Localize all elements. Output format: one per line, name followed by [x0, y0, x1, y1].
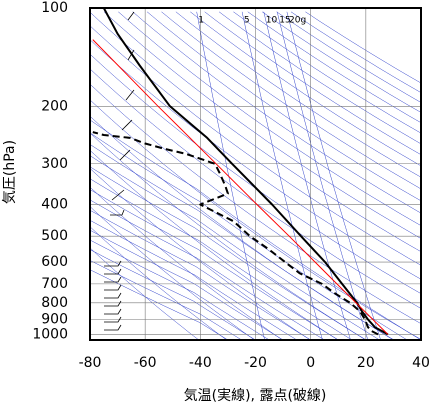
moist-adiabat: [90, 132, 408, 340]
x-tick-label: -60: [134, 355, 157, 371]
y-tick-label: 900: [41, 312, 68, 328]
dry-adiabat: [276, 11, 421, 103]
dry-adiabat: [247, 11, 421, 124]
moist-adiabat: [90, 219, 298, 340]
moist-adiabat: [90, 260, 242, 340]
moist-adiabat: [90, 178, 353, 340]
moist-adiabat: [90, 209, 311, 340]
dry-adiabat: [90, 53, 421, 294]
y-tick-label: 200: [41, 98, 68, 114]
x-tick-label: 0: [306, 355, 315, 371]
dry-adiabat: [90, 206, 255, 340]
dry-adiabat: [90, 83, 421, 324]
dry-adiabat: [290, 11, 421, 93]
dry-adiabat: [90, 25, 421, 266]
moist-adiabat: [90, 249, 256, 340]
plot-data: [92, 8, 389, 336]
dry-adiabat: [90, 11, 421, 252]
dry-adiabat: [262, 11, 421, 113]
dry-adiabat: [146, 11, 421, 202]
profile-line: [92, 39, 389, 335]
mixing-ratio-label: 15: [279, 16, 290, 26]
mixing-ratio-line: [276, 11, 369, 340]
dry-adiabat: [90, 39, 421, 280]
dry-adiabat: [218, 11, 421, 145]
y-tick-label: 700: [41, 276, 68, 292]
dry-adiabat: [90, 132, 367, 340]
dry-adiabat: [175, 11, 421, 178]
dry-adiabat: [90, 186, 283, 340]
moist-adiabat: [90, 155, 380, 340]
y-tick-label: 600: [41, 254, 68, 270]
mixing-ratio-label: 5: [244, 16, 250, 26]
mixing-ratio-label: 20g: [289, 16, 306, 26]
dry-adiabat: [132, 11, 421, 214]
dry-adiabat: [90, 99, 421, 340]
profile-line: [92, 131, 379, 336]
moist-adiabat: [90, 269, 229, 340]
dry-adiabat: [204, 11, 421, 155]
x-tick-label: -40: [189, 355, 212, 371]
wind-barbs: [104, 11, 135, 331]
dry-adiabat: [161, 11, 421, 190]
dry-adiabat: [190, 11, 421, 167]
x-axis-title: 気温(実線), 露点(破線): [184, 388, 327, 404]
y-tick-label: 500: [41, 228, 68, 244]
moist-adiabat: [90, 189, 339, 340]
x-tick-label: -80: [79, 355, 102, 371]
dry-adiabat: [233, 11, 421, 134]
dry-adiabat: [90, 247, 199, 340]
plot-frame: [89, 7, 422, 341]
mixing-ratio-line: [196, 11, 265, 340]
y-axis-title: 気圧(hPa): [2, 140, 18, 204]
dry-adiabat: [305, 11, 421, 84]
y-tick-label: 300: [41, 156, 68, 172]
dry-adiabat: [90, 226, 227, 340]
y-tick-label: 100: [41, 0, 68, 16]
y-tick-label: 1000: [32, 326, 68, 342]
mixing-ratio-line: [263, 11, 351, 340]
y-tick-label: 800: [41, 295, 68, 311]
dry-adiabat: [103, 11, 421, 239]
moist-adiabat: [90, 239, 270, 340]
mixing-ratio-line: [241, 11, 323, 340]
dry-adiabat: [118, 11, 421, 226]
moist-adiabat: [90, 229, 284, 340]
x-tick-label: -20: [244, 355, 267, 371]
moist-adiabat: [90, 144, 394, 340]
x-tick-label: 40: [412, 355, 430, 371]
mixing-ratio-label: 1: [198, 16, 204, 26]
mixing-ratio-label: 10: [266, 16, 278, 26]
plot-background: [90, 8, 421, 340]
mixing-ratio-line: [286, 11, 381, 340]
dry-adiabat: [90, 68, 421, 309]
moist-adiabat: [90, 166, 366, 340]
dry-adiabat: [90, 168, 311, 340]
dry-adiabat: [90, 150, 339, 340]
x-tick-label: 20: [357, 355, 375, 371]
y-tick-label: 400: [41, 197, 68, 213]
profile-line: [102, 8, 389, 336]
moist-adiabat: [90, 199, 325, 340]
